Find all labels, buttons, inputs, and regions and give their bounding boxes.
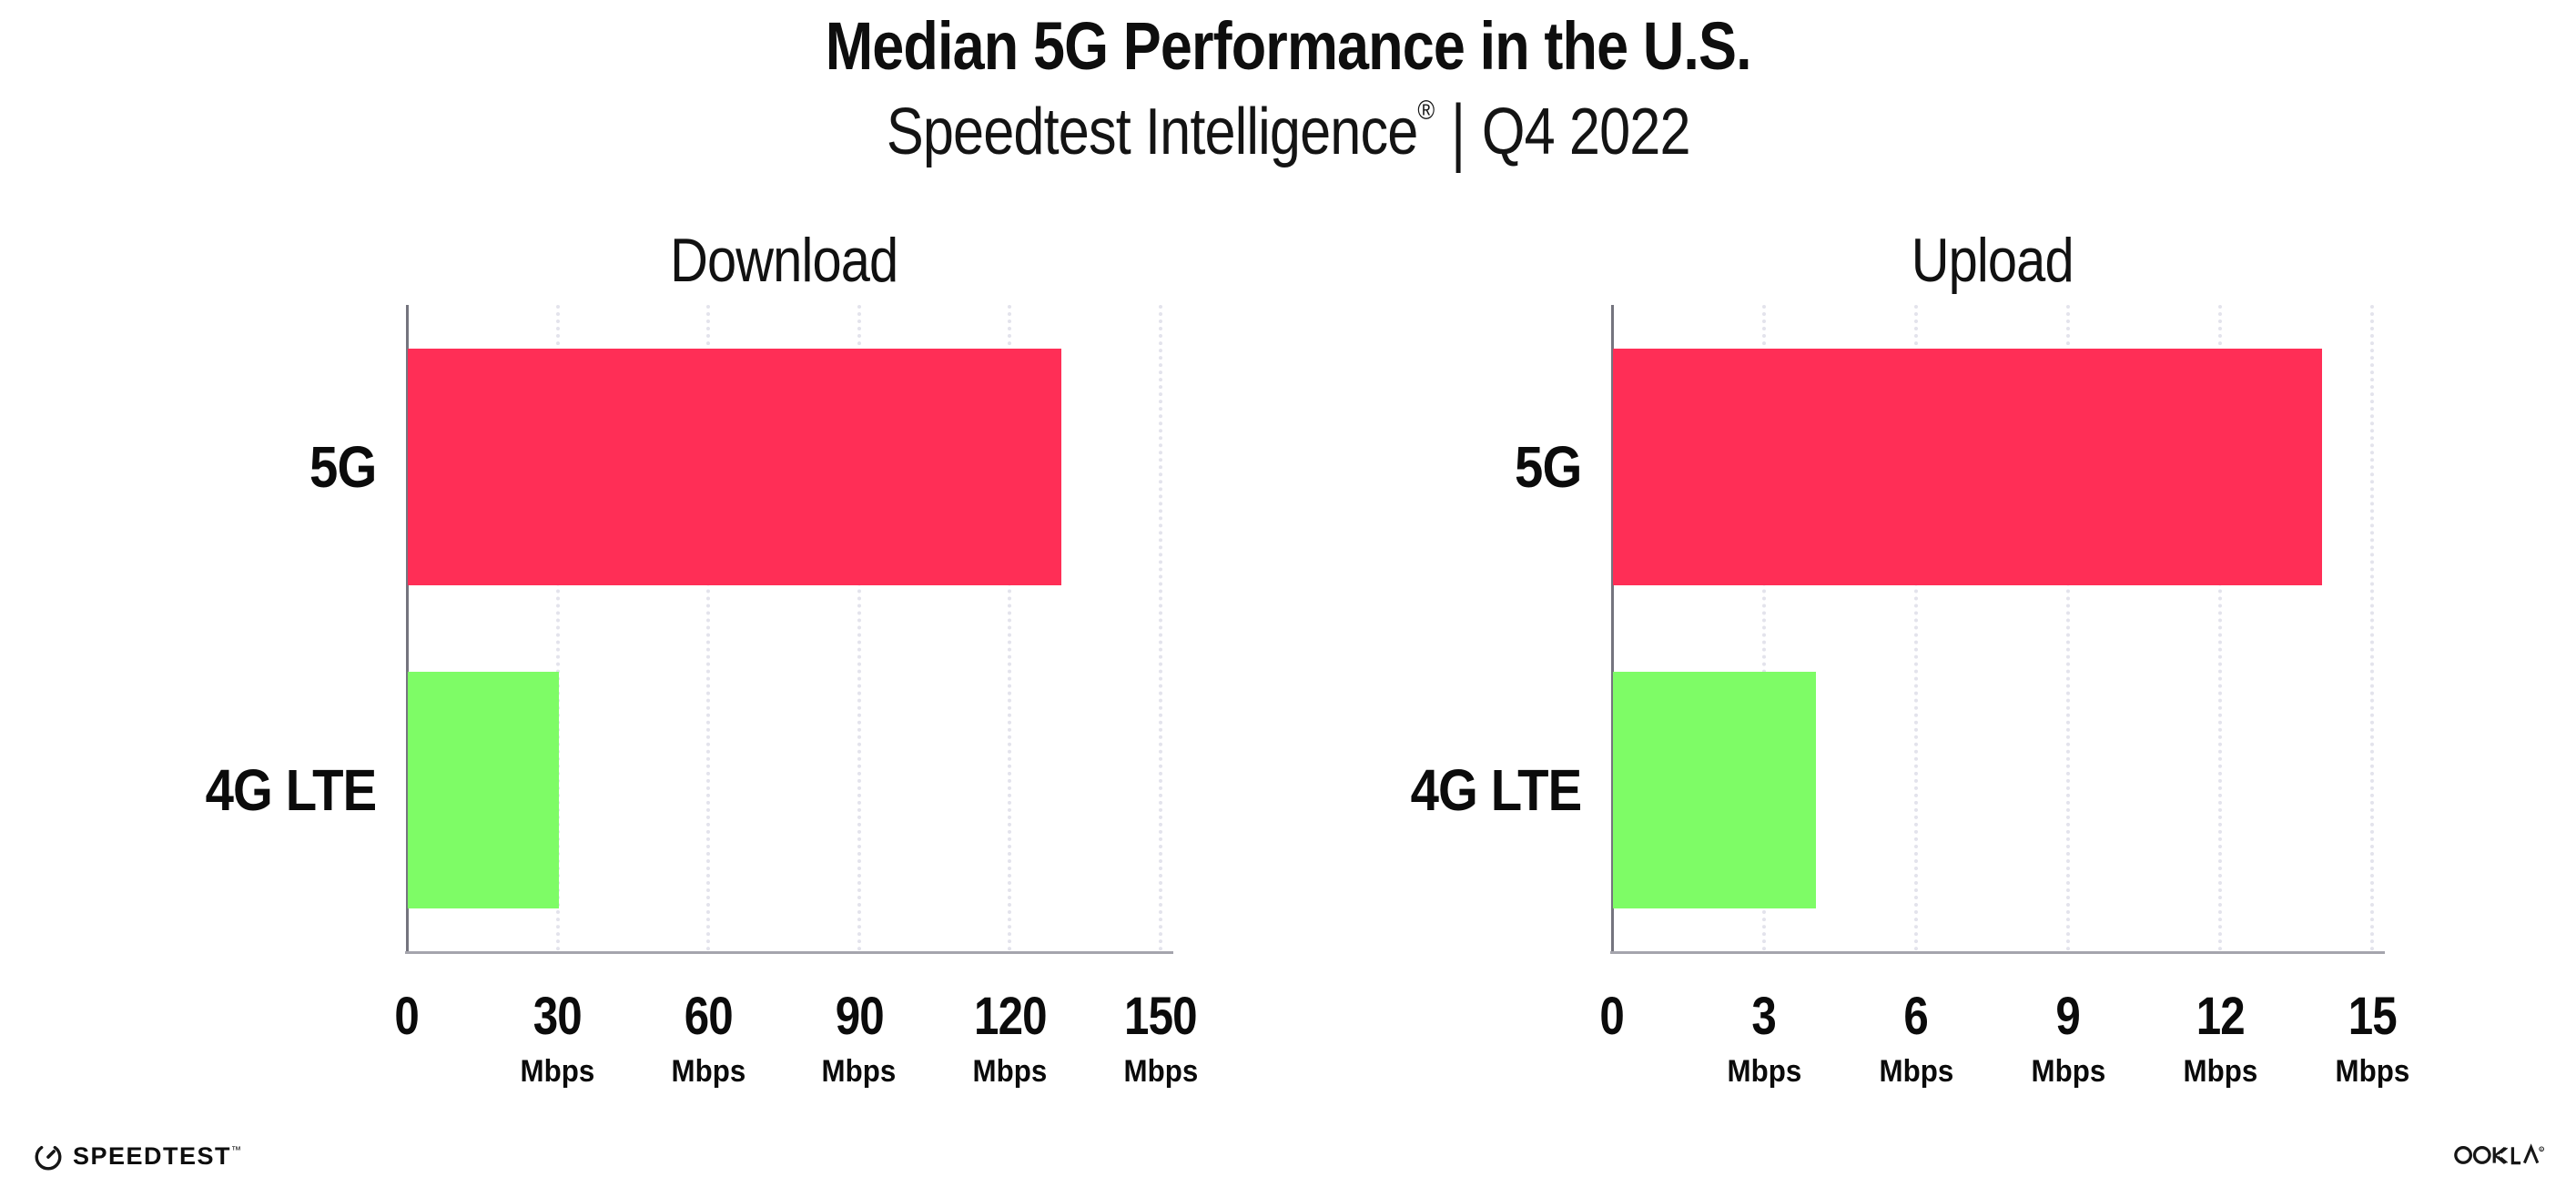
tick-label: 12 xyxy=(2120,990,2320,1043)
y-axis-spine xyxy=(1611,305,1614,951)
tick-label-text: 12 xyxy=(2196,987,2245,1046)
category-label-5g: 5G xyxy=(1235,433,1582,500)
ookla-registered-mark: R xyxy=(2541,1147,2543,1151)
chart-title-upload: Upload xyxy=(1612,229,2372,291)
tick-label-text: 60 xyxy=(684,987,734,1046)
tick-label: 0 xyxy=(307,990,507,1043)
tick-label: 120 xyxy=(909,990,1110,1043)
tick-unit-label: Mbps xyxy=(2272,1056,2472,1087)
tick-unit-text: Mbps xyxy=(1727,1054,1801,1089)
tick-label: 6 xyxy=(1816,990,2016,1043)
tick-label: 60 xyxy=(608,990,808,1043)
chart-title-download: Download xyxy=(407,229,1161,291)
bar-4g-lte xyxy=(1613,671,1816,908)
tick-label-text: 0 xyxy=(1599,987,1625,1046)
tick-label: 0 xyxy=(1512,990,1712,1043)
tick-label: 150 xyxy=(1060,990,1261,1043)
category-label-4g-lte: 4G LTE xyxy=(30,756,377,823)
category-label-text: 5G xyxy=(309,433,377,500)
x-axis-line xyxy=(405,951,1173,954)
tick-unit-label: Mbps xyxy=(458,1056,658,1087)
chart-title-text: Download xyxy=(669,226,898,295)
tick-unit-text: Mbps xyxy=(1879,1054,1953,1089)
tick-unit-text: Mbps xyxy=(972,1054,1048,1089)
x-axis-line xyxy=(1610,951,2385,954)
tick-unit-text: Mbps xyxy=(1123,1054,1198,1089)
tick-unit-text: Mbps xyxy=(821,1054,897,1089)
ookla-logo: OOKLA R xyxy=(2454,1141,2545,1171)
page-subtitle-text: Speedtest Intelligence® | Q4 2022 xyxy=(886,93,1691,171)
bar-4g-lte xyxy=(408,671,559,908)
page-subtitle: Speedtest Intelligence® | Q4 2022 xyxy=(0,93,2576,171)
tick-label: 90 xyxy=(759,990,959,1043)
tick-unit-text: Mbps xyxy=(2031,1054,2105,1089)
bar-5g xyxy=(1613,348,2323,585)
tick-label: 9 xyxy=(1968,990,2168,1043)
grid-line xyxy=(2370,305,2374,951)
tick-label-text: 120 xyxy=(973,987,1048,1046)
tick-label-text: 150 xyxy=(1124,987,1198,1046)
tick-unit-label: Mbps xyxy=(2120,1056,2320,1087)
tick-label: 3 xyxy=(1664,990,1864,1043)
tick-label-text: 3 xyxy=(1751,987,1777,1046)
category-label-5g: 5G xyxy=(30,433,377,500)
speedtest-logo: SPEEDTEST™ xyxy=(33,1140,241,1172)
chart-title-text: Upload xyxy=(1911,226,2074,295)
tick-unit-text: Mbps xyxy=(2335,1054,2409,1089)
speedtest-gauge-icon xyxy=(33,1141,64,1172)
category-label-text: 5G xyxy=(1514,433,1582,500)
page-title-text: Median 5G Performance in the U.S. xyxy=(825,8,1751,84)
grid-line xyxy=(1762,305,1766,951)
ookla-wordmark-icon: OOKLA R xyxy=(2454,1141,2545,1172)
tick-unit-label: Mbps xyxy=(1968,1056,2168,1087)
tick-unit-label: Mbps xyxy=(1816,1056,2016,1087)
tick-unit-text: Mbps xyxy=(671,1054,746,1089)
tick-label-text: 0 xyxy=(394,987,420,1046)
tick-unit-label: Mbps xyxy=(1664,1056,1864,1087)
tick-unit-label: Mbps xyxy=(759,1056,959,1087)
grid-line xyxy=(1008,305,1012,951)
category-label-text: 4G LTE xyxy=(1410,756,1582,823)
category-label-text: 4G LTE xyxy=(205,756,377,823)
grid-line xyxy=(2066,305,2070,951)
trademark-symbol: ™ xyxy=(231,1144,242,1156)
registered-mark: ® xyxy=(1417,96,1435,126)
grid-line xyxy=(706,305,711,951)
tick-label: 15 xyxy=(2272,990,2472,1043)
bar-5g xyxy=(408,348,1061,585)
tick-unit-text: Mbps xyxy=(520,1054,595,1089)
tick-label-text: 15 xyxy=(2348,987,2397,1046)
grid-line xyxy=(2218,305,2222,951)
grid-line xyxy=(1159,305,1162,951)
tick-unit-label: Mbps xyxy=(909,1056,1110,1087)
tick-label-text: 90 xyxy=(835,987,884,1046)
tick-unit-label: Mbps xyxy=(608,1056,808,1087)
grid-line xyxy=(857,305,861,951)
tick-unit-text: Mbps xyxy=(2183,1054,2257,1089)
tick-label-text: 6 xyxy=(1903,987,1929,1046)
subtitle-period: Q4 2022 xyxy=(1481,96,1691,168)
tick-label-text: 9 xyxy=(2055,987,2081,1046)
tick-unit-label: Mbps xyxy=(1060,1056,1261,1087)
tick-label-text: 30 xyxy=(533,987,583,1046)
page-title: Median 5G Performance in the U.S. xyxy=(0,11,2576,82)
subtitle-brand: Speedtest Intelligence xyxy=(886,96,1418,168)
category-label-4g-lte: 4G LTE xyxy=(1235,756,1582,823)
grid-line xyxy=(1914,305,1918,951)
tick-label: 30 xyxy=(458,990,658,1043)
y-axis-spine xyxy=(406,305,409,951)
grid-line xyxy=(555,305,560,951)
subtitle-separator: | xyxy=(1450,89,1465,174)
speedtest-wordmark: SPEEDTEST™ xyxy=(73,1141,242,1170)
